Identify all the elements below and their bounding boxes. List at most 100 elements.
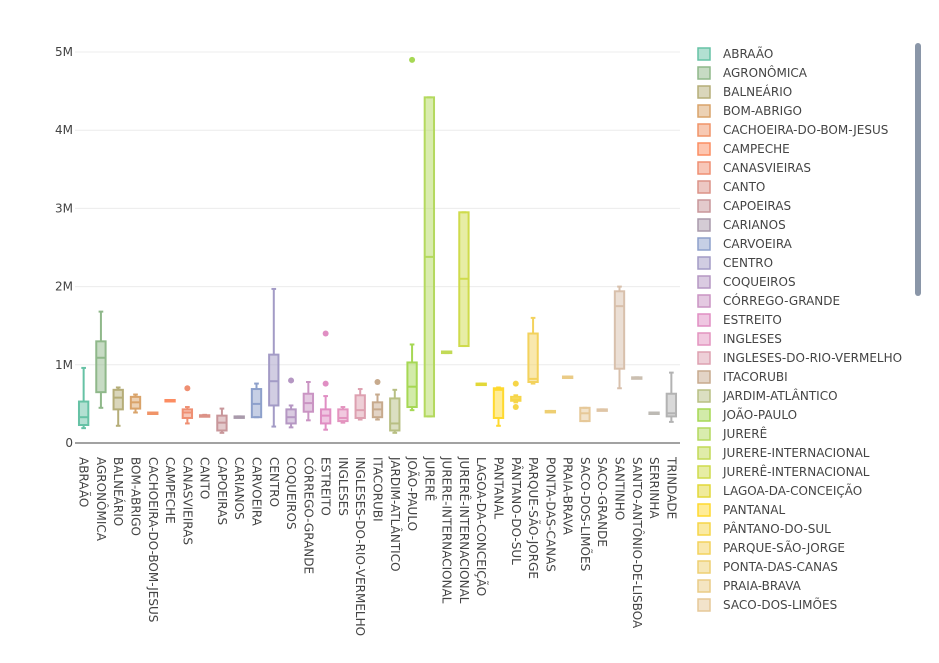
box-jurerê-internacional[interactable] (458, 211, 470, 348)
box-ponta-das-canas[interactable] (544, 409, 557, 414)
legend-item[interactable]: JOÃO-PAULO (697, 407, 797, 422)
legend-item[interactable]: CAPOEIRAS (697, 199, 791, 213)
outlier-point[interactable] (322, 380, 329, 387)
box-balneário[interactable] (112, 386, 124, 427)
box-estreito[interactable] (319, 330, 332, 431)
legend-item[interactable]: PARQUE-SÃO-JORGE (697, 540, 845, 555)
box-iqr[interactable] (354, 394, 366, 419)
box-pântano-do-sul[interactable] (510, 380, 522, 411)
box-carvoeira[interactable] (250, 382, 263, 419)
legend-item[interactable]: BOM-ABRIGO (697, 104, 802, 118)
x-tick-label: PÂNTANO-DO-SUL (509, 457, 524, 565)
legend-scrollbar[interactable] (915, 43, 921, 296)
box-canasvieiras[interactable] (181, 385, 194, 425)
box-capoeiras[interactable] (216, 407, 228, 434)
outlier-point[interactable] (512, 380, 519, 387)
box-series[interactable] (77, 56, 678, 434)
y-tick-label: 3M (55, 201, 73, 215)
box-santinho[interactable] (613, 285, 626, 390)
legend-item[interactable]: PANTANAL (697, 503, 785, 517)
box-iqr[interactable] (527, 332, 539, 384)
box-serrinha[interactable] (648, 411, 660, 416)
box-iqr[interactable] (337, 408, 349, 423)
legend-item[interactable]: JURERÊ-INTERNACIONAL (697, 464, 870, 479)
box-jurerê[interactable] (423, 96, 436, 418)
legend-item[interactable]: PRAIA-BRAVA (697, 579, 802, 593)
legend-item[interactable]: CARVOEIRA (697, 237, 793, 251)
legend-swatch (697, 294, 711, 308)
box-praia-brava[interactable] (561, 375, 574, 380)
box-iqr[interactable] (112, 388, 124, 411)
box-iqr[interactable] (406, 361, 418, 409)
outlier-point[interactable] (512, 404, 519, 411)
legend-label: PRAIA-BRAVA (723, 579, 802, 593)
box-santo-antônio-de-lisboa[interactable] (631, 376, 643, 380)
box-centro[interactable] (268, 287, 280, 428)
legend-item[interactable]: BALNEÁRIO (697, 84, 792, 99)
box-agronômica[interactable] (95, 310, 107, 409)
x-tick-label: SANTINHO (613, 457, 627, 520)
box-ingleses[interactable] (337, 406, 349, 424)
box-jurere-internacional[interactable] (440, 350, 453, 355)
box-iqr[interactable] (492, 387, 505, 419)
box-iqr[interactable] (613, 290, 626, 370)
box-bom-abrigo[interactable] (129, 393, 142, 414)
legend-item[interactable]: ABRAÃO (697, 46, 773, 61)
legend-item[interactable]: JURERÊ (697, 426, 767, 441)
box-lagoa-da-conceição[interactable] (475, 382, 487, 387)
legend-item[interactable]: CANASVIEIRAS (697, 161, 811, 175)
box-joão-paulo[interactable] (406, 56, 418, 412)
box-saco-grande[interactable] (596, 408, 608, 412)
legend-item[interactable]: CAMPECHE (697, 142, 790, 156)
box-jardim-atlântico[interactable] (389, 388, 401, 434)
legend-item[interactable]: ESTREITO (697, 313, 782, 327)
outlier-point[interactable] (184, 385, 191, 392)
box-iqr[interactable] (181, 408, 194, 419)
legend-label: CÓRREGO-GRANDE (723, 293, 840, 308)
legend-item[interactable]: JARDIM-ATLÂNTICO (697, 388, 838, 403)
legend-item[interactable]: COQUEIROS (697, 275, 796, 289)
legend-item[interactable]: CENTRO (697, 256, 773, 270)
box-iqr[interactable] (665, 392, 678, 418)
box-saco-dos-limões[interactable] (579, 406, 591, 423)
box-campeche[interactable] (164, 398, 176, 403)
legend[interactable]: ABRAÃO AGRONÔMICA BALNEÁRIO BOM-ABRIGO CACHO… (697, 46, 902, 612)
legend-label: COQUEIROS (723, 275, 796, 289)
outlier-point[interactable] (288, 377, 295, 384)
box-cachoeira-do-bom-jesus[interactable] (147, 411, 159, 416)
legend-item[interactable]: LAGOA-DA-CONCEIÇÃO (697, 483, 862, 498)
box-córrego-grande[interactable] (302, 381, 315, 422)
box-iqr[interactable] (389, 397, 401, 432)
box-coqueiros[interactable] (285, 377, 297, 429)
outlier-point[interactable] (374, 379, 381, 386)
legend-item[interactable]: CANTO (697, 180, 765, 194)
legend-item[interactable]: PÂNTANO-DO-SUL (697, 521, 831, 536)
box-iqr[interactable] (268, 353, 280, 407)
box-pantanal[interactable] (492, 386, 505, 427)
box-ingleses-do-rio-vermelho[interactable] (354, 388, 366, 421)
legend-item[interactable]: JURERE-INTERNACIONAL (697, 446, 870, 460)
legend-item[interactable]: AGRONÔMICA (697, 65, 808, 80)
box-trindade[interactable] (665, 371, 678, 423)
box-parque-são-jorge[interactable] (527, 316, 539, 385)
box-iqr[interactable] (579, 406, 591, 423)
legend-swatch (697, 560, 711, 574)
box-itacorubi[interactable] (371, 379, 384, 421)
box-canto[interactable] (198, 413, 211, 418)
box-iqr[interactable] (77, 400, 90, 427)
box-iqr[interactable] (95, 340, 107, 394)
x-tick-label: PANTANAL (492, 457, 506, 519)
legend-item[interactable]: CARIANOS (697, 218, 786, 232)
legend-item[interactable]: SACO-DOS-LIMÕES (697, 597, 837, 612)
legend-item[interactable]: CÓRREGO-GRANDE (697, 293, 840, 308)
box-carianos[interactable] (233, 415, 245, 419)
x-tick-label: AGRONÔMICA (94, 457, 109, 542)
legend-item[interactable]: INGLESES (697, 332, 782, 346)
legend-item[interactable]: INGLESES-DO-RIO-VERMELHO (697, 351, 902, 365)
legend-item[interactable]: PONTA-DAS-CANAS (697, 560, 838, 574)
box-abraão[interactable] (77, 366, 90, 430)
legend-item[interactable]: ITACORUBI (697, 370, 788, 384)
outlier-point[interactable] (322, 330, 329, 337)
outlier-point[interactable] (409, 56, 416, 63)
legend-item[interactable]: CACHOEIRA-DO-BOM-JESUS (697, 123, 888, 137)
